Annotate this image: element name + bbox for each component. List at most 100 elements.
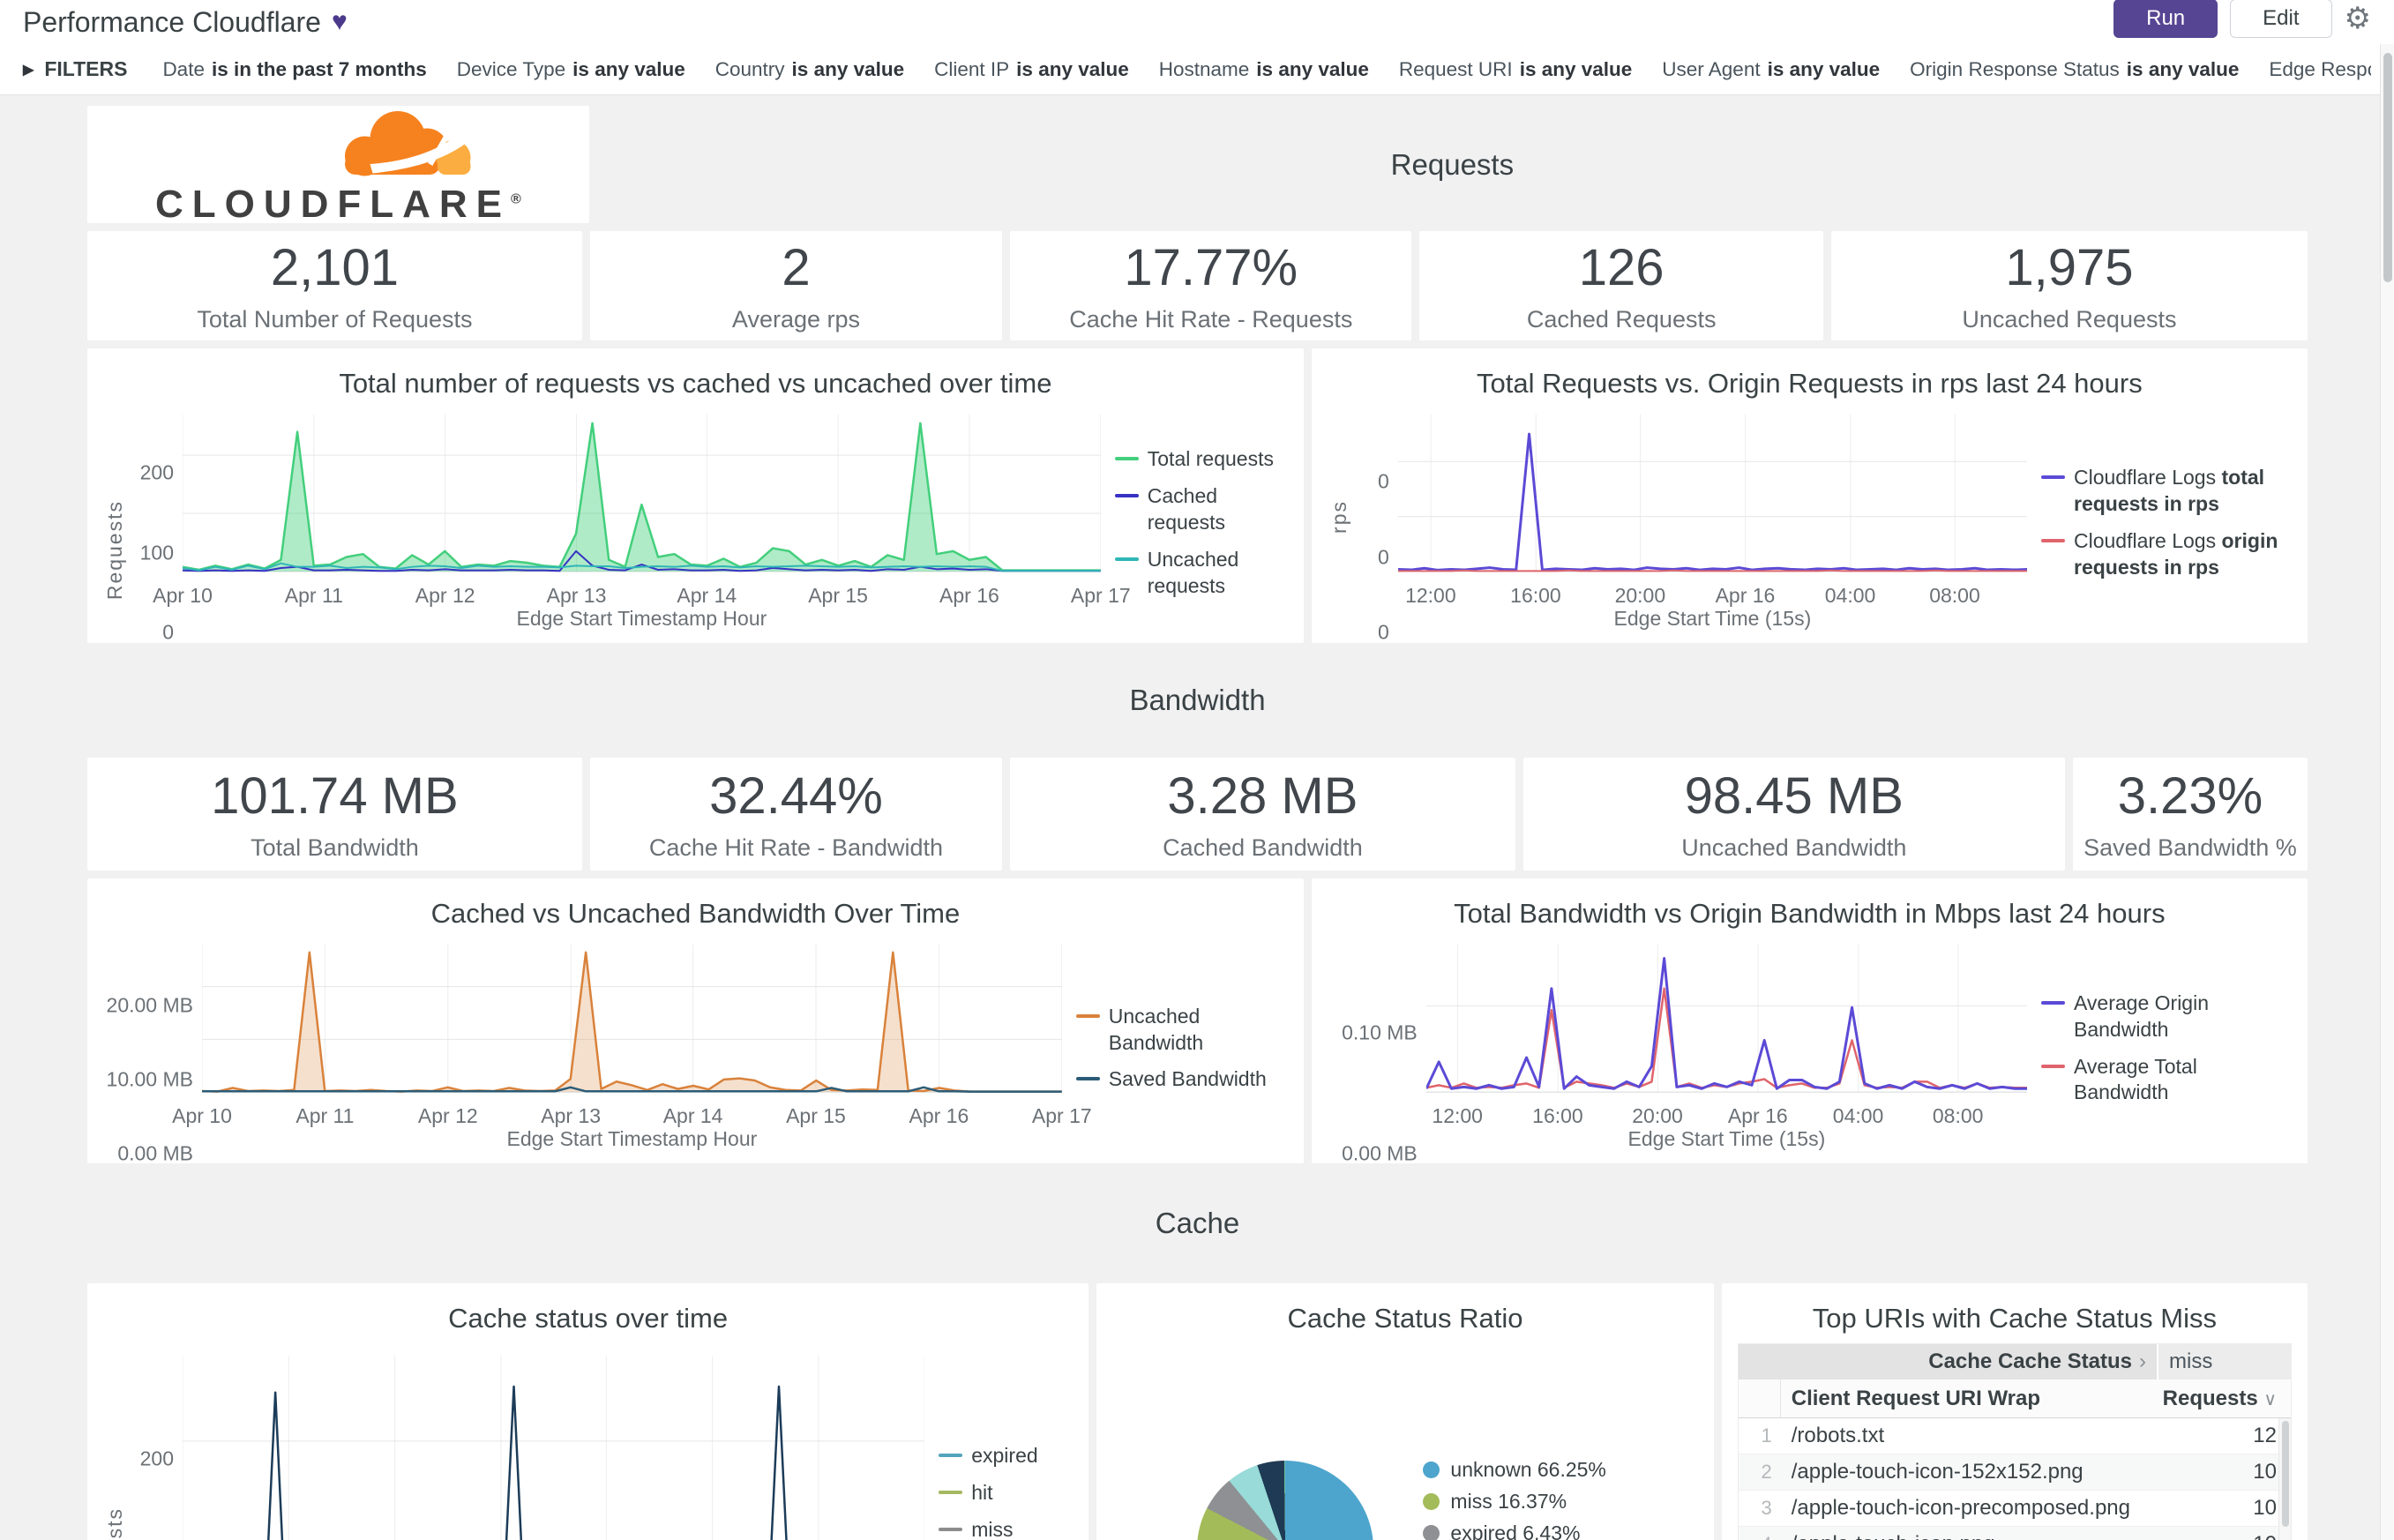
x-axis: 12:00 16:00 20:00 Apr 16 04:00 08:00	[1426, 1095, 2027, 1127]
legend-label: miss	[971, 1518, 1014, 1540]
legend-label: Cached requests	[1147, 484, 1225, 535]
filter-field: User Agent	[1662, 57, 1761, 80]
y-axis-title: Requests	[103, 1343, 131, 1540]
legend-item[interactable]: Uncached Bandwidth	[1075, 1004, 1288, 1057]
kpi-label: Total Bandwidth	[251, 834, 419, 861]
filter-item-device-type[interactable]: Device Type is any value	[457, 58, 685, 81]
gear-icon[interactable]: ⚙	[2344, 2, 2371, 35]
chart-title: Total Requests vs. Origin Requests in rp…	[1477, 368, 2143, 399]
legend-item[interactable]: Saved Bandwidth	[1075, 1066, 1288, 1093]
requests-over-time-chart: Requests 0 100 200 Apr 10 Apr 11 Apr 12 Apr 13 A…	[103, 408, 1288, 644]
cell-uri[interactable]: /apple-touch-icon-152x152.png	[1791, 1460, 2084, 1484]
filters-toggle[interactable]: ▶ FILTERS	[23, 57, 127, 81]
requests-over-time-plot[interactable]	[183, 408, 1101, 575]
kpi-label: Uncached Bandwidth	[1681, 834, 1907, 861]
table-row: 1/robots.txt 12	[1738, 1418, 2291, 1454]
kpi-label: Cache Hit Rate - Bandwidth	[648, 834, 944, 861]
bandwidth-kpi-row: 101.74 MB Total Bandwidth 32.44% Cache Hit …	[87, 758, 2308, 871]
legend-item[interactable]: Average Total Bandwidth	[2041, 1054, 2292, 1107]
plot-column: 12:00 16:00 20:00 Apr 16 04:00 08:00 Edge Star…	[1426, 938, 2027, 1158]
kpi-tile-cached-bandwidth: 3.28 MB Cached Bandwidth	[1010, 758, 1515, 871]
legend-item[interactable]: miss	[939, 1517, 1073, 1540]
requests-rps-24h-plot[interactable]	[1398, 408, 2027, 575]
bandwidth-24h-canvas	[1426, 938, 2027, 1095]
legend-dot	[1423, 1524, 1440, 1540]
cache-status-over-time-plot[interactable]	[183, 1343, 924, 1540]
x-tick-label: Apr 16	[939, 584, 999, 607]
cell-requests[interactable]: 12	[2253, 1424, 2277, 1447]
cell-uri[interactable]: /robots.txt	[1791, 1424, 1885, 1447]
filter-item-origin-response-status[interactable]: Origin Response Status is any value	[1910, 58, 2239, 81]
x-tick-label: 08:00	[1929, 584, 1980, 607]
requests-rps-24h-canvas	[1398, 408, 2027, 575]
filter-item-user-agent[interactable]: User Agent is any value	[1662, 58, 1880, 81]
legend-item[interactable]: Total requests	[1114, 446, 1288, 473]
column-header-requests[interactable]: Requests ∨	[2162, 1386, 2277, 1410]
filter-item-hostname[interactable]: Hostname is any value	[1159, 58, 1369, 81]
plot-column: 12:00 16:00 20:00 Apr 16 04:00 08:00 Edge Star…	[1398, 408, 2027, 638]
filter-item-date[interactable]: Date is in the past 7 months	[162, 58, 426, 81]
y-tick-label: 0	[1377, 469, 1389, 493]
page-scrollbar[interactable]	[2380, 0, 2394, 1540]
legend-item[interactable]: Cached requests	[1114, 483, 1288, 536]
cell-requests[interactable]: 10	[2253, 1460, 2277, 1484]
x-tick-label: Apr 10	[172, 1104, 232, 1127]
chart-legend: Cloudflare Logs total requests in rps Clo…	[2027, 408, 2292, 638]
top-uris-table[interactable]: Cache Cache Status › miss Client Request UR…	[1737, 1343, 2292, 1540]
legend-item[interactable]: Uncached requests	[1114, 547, 1288, 600]
legend-label: Cloudflare Logs total requests in rps	[2074, 466, 2265, 516]
legend-item[interactable]: hit	[939, 1480, 1073, 1506]
x-tick-label: Apr 16	[909, 1104, 969, 1127]
kpi-tile-average-rps: 2 Average rps	[589, 231, 1003, 340]
column-header-uri[interactable]: Client Request URI Wrap	[1791, 1386, 2041, 1410]
kpi-value: 126	[1578, 239, 1665, 296]
kpi-value: 98.45 MB	[1684, 767, 1904, 825]
y-tick-label: 200	[139, 460, 174, 484]
x-tick-label: 20:00	[1614, 584, 1666, 607]
filter-item-client-ip[interactable]: Client IP is any value	[934, 58, 1129, 81]
cache-status-over-time-canvas	[183, 1343, 924, 1540]
legend-item[interactable]: Average Origin Bandwidth	[2041, 991, 2292, 1043]
kpi-value: 1,975	[2005, 239, 2134, 296]
edit-button[interactable]: Edit	[2230, 0, 2332, 38]
run-button[interactable]: Run	[2113, 0, 2218, 38]
y-tick-label: 0.00 MB	[1342, 1141, 1418, 1165]
legend-label: Total requests	[1147, 447, 1274, 471]
y-tick-label: 200	[139, 1447, 174, 1470]
x-tick-label: 12:00	[1432, 1104, 1483, 1127]
requests-over-time-canvas	[183, 408, 1101, 575]
legend-item[interactable]: unknown 66.25%	[1423, 1458, 1612, 1482]
legend-item[interactable]: expired	[939, 1443, 1073, 1469]
bandwidth-over-time-plot[interactable]	[202, 938, 1062, 1095]
dashboard-body: CLOUDFLARE® Requests 2,101 Total Number o…	[0, 95, 2394, 1540]
scrollbar-thumb[interactable]	[2383, 53, 2392, 282]
cell-requests[interactable]: 10	[2157, 1532, 2291, 1540]
legend-item[interactable]: miss 16.37%	[1423, 1490, 1612, 1514]
legend-item[interactable]: Cloudflare Logs origin requests in rps	[2041, 528, 2292, 581]
table-scrollbar[interactable]	[2278, 1418, 2291, 1540]
legend-item[interactable]: Cloudflare Logs total requests in rps	[2041, 465, 2292, 518]
pivot-header[interactable]: Cache Cache Status ›	[1739, 1344, 2157, 1379]
table-scrollbar-thumb[interactable]	[2281, 1421, 2289, 1527]
cell-requests[interactable]: 10	[2253, 1496, 2277, 1520]
kpi-tile-cached-requests: 126 Cached Requests	[1419, 231, 1823, 340]
legend-item[interactable]: expired 6.43%	[1423, 1521, 1612, 1540]
row-number-header	[1739, 1379, 1781, 1417]
x-tick-label: 04:00	[1824, 584, 1876, 607]
filter-item-request-uri[interactable]: Request URI is any value	[1399, 58, 1632, 81]
section-title-cache: Cache	[1155, 1207, 1240, 1239]
bandwidth-24h-plot[interactable]	[1426, 938, 2027, 1095]
filter-item-country[interactable]: Country is any value	[715, 58, 904, 81]
y-axis-title: Requests	[103, 408, 131, 638]
heart-icon: ♥	[331, 7, 348, 36]
table-header-row: Client Request URI Wrap Requests ∨	[1738, 1379, 2291, 1418]
cell-uri[interactable]: /apple-touch-icon.png	[1781, 1532, 2157, 1540]
cell-uri[interactable]: /apple-touch-icon-precomposed.png	[1791, 1496, 2130, 1520]
bandwidth-24h-chart: 0.00 MB 0.10 MB 12:00 16:00 20:00 Apr 16 04:00…	[1328, 938, 2292, 1164]
cache-ratio-pie[interactable]	[1197, 1461, 1374, 1540]
chart-legend: expiredhitmissrevalidatedunknownupdating	[924, 1343, 1073, 1540]
